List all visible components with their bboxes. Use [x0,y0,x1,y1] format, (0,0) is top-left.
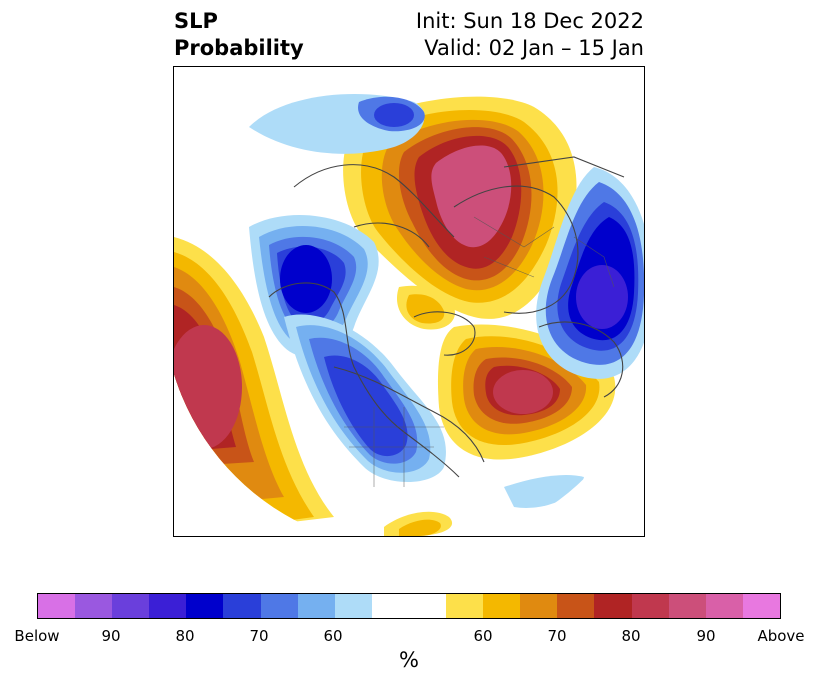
colorbar-swatch-11 [446,594,484,618]
colorbar-swatch-19 [742,594,780,618]
colorbar-swatch-4 [186,594,224,618]
colorbar-swatch-6 [260,594,298,618]
valid-period: Valid: 02 Jan – 15 Jan [424,36,644,60]
subtropical-above-normal [384,511,453,536]
colorbar-tick-label: 60 [473,627,493,645]
arctic-below-normal [249,94,425,154]
north-america-below-normal [284,314,446,482]
init-date: Init: Sun 18 Dec 2022 [415,9,644,33]
colorbar-tick-label: Below [14,627,60,645]
colorbar-tick-label: 80 [621,627,641,645]
chart-title-left: SLP Probability [174,8,304,62]
colorbar [37,593,781,619]
map-disk [174,67,644,536]
colorbar-tick-label: 90 [101,627,121,645]
colorbar-swatch-1 [75,594,113,618]
title-probability: Probability [174,36,304,60]
colorbar-swatch-13 [520,594,558,618]
colorbar-tick-label: 70 [547,627,567,645]
colorbar-swatch-0 [38,594,76,618]
arctic-above-normal [343,96,577,319]
colorbar-swatch-7 [297,594,335,618]
colorbar-swatch-15 [594,594,632,618]
colorbar-swatch-14 [557,594,595,618]
coastlines [268,156,625,478]
mid-atlantic-below-normal [504,475,584,508]
north-atlantic-above-normal [437,324,616,460]
political-borders [344,216,615,487]
colorbar-swatch-10 [408,594,447,618]
colorbar-tick-label: Above [757,627,805,645]
colorbar-tick-label: 70 [249,627,269,645]
colorbar-swatch-3 [149,594,187,618]
colorbar-swatch-5 [223,594,261,618]
colorbar-tick-label: 80 [175,627,195,645]
colorbar-swatch-16 [631,594,669,618]
colorbar-tick-label: 90 [696,627,716,645]
map-frame [173,66,645,537]
colorbar-swatch-9 [371,594,409,618]
colorbar-swatch-17 [668,594,706,618]
title-variable: SLP [174,9,218,33]
colorbar-swatch-12 [483,594,521,618]
probability-map [174,67,644,536]
north-pacific-below-normal [249,215,379,358]
colorbar-unit-label: % [399,648,419,672]
colorbar-swatch-18 [705,594,743,618]
colorbar-swatch-8 [334,594,372,618]
colorbar-swatch-2 [112,594,150,618]
colorbar-tick-label: 60 [323,627,343,645]
europe-below-normal [536,167,644,379]
chart-title-right: Init: Sun 18 Dec 2022 Valid: 02 Jan – 15… [416,8,644,62]
